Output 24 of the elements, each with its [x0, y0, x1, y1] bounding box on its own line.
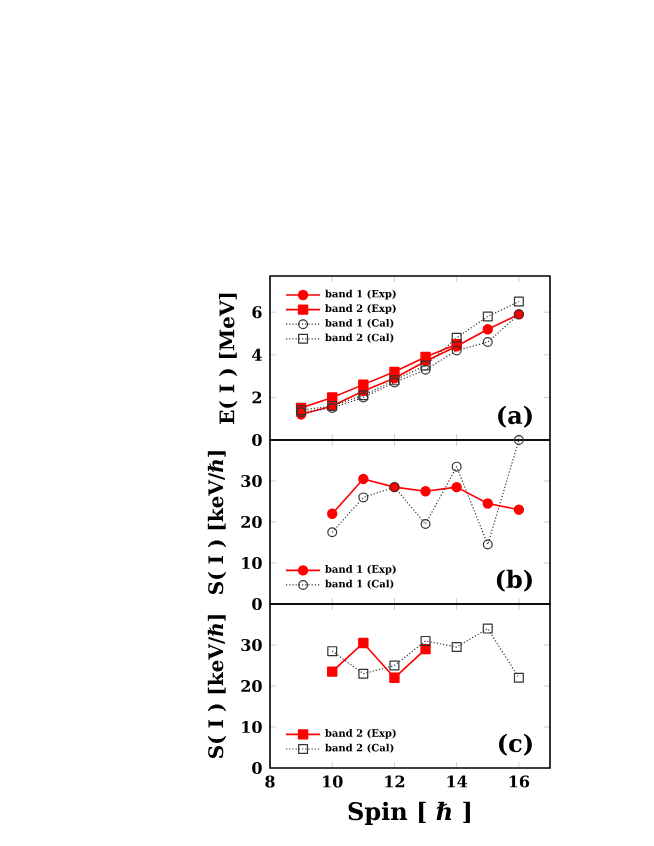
x-tick-label: 10 [323, 775, 343, 788]
y-tick-label: 0 [252, 597, 262, 611]
x-tick-label: 12 [385, 775, 405, 788]
y-tick-label: 30 [241, 474, 262, 488]
y-tick-label: 2 [252, 391, 262, 404]
y-tick-label: 10 [242, 720, 262, 734]
x-tick-label: 14 [447, 775, 468, 788]
annotation: (c) [499, 733, 532, 756]
x-axis-title: Spin [ ℏ ] [348, 801, 470, 825]
y-tick-label: 4 [252, 348, 262, 361]
y-tick-label: 0 [252, 761, 262, 775]
y-tick-label: 0 [252, 433, 262, 447]
y-tick-label: 20 [241, 515, 262, 529]
y-tick-label: 6 [252, 306, 262, 319]
annotation: (a) [498, 405, 532, 428]
y-tick-label: 30 [241, 638, 262, 652]
y-tick-label: 10 [242, 556, 262, 570]
annotation: (b) [496, 569, 532, 592]
x-tick-label: 16 [509, 775, 530, 788]
x-tick-label: 8 [265, 775, 275, 788]
y-axis-title: S( I ) [keV/ℏ] [207, 615, 227, 758]
y-axis-title: E( I ) [MeV] [218, 293, 238, 424]
y-axis-title: S( I ) [keV/ℏ] [207, 451, 227, 594]
y-tick-label: 20 [241, 679, 262, 693]
